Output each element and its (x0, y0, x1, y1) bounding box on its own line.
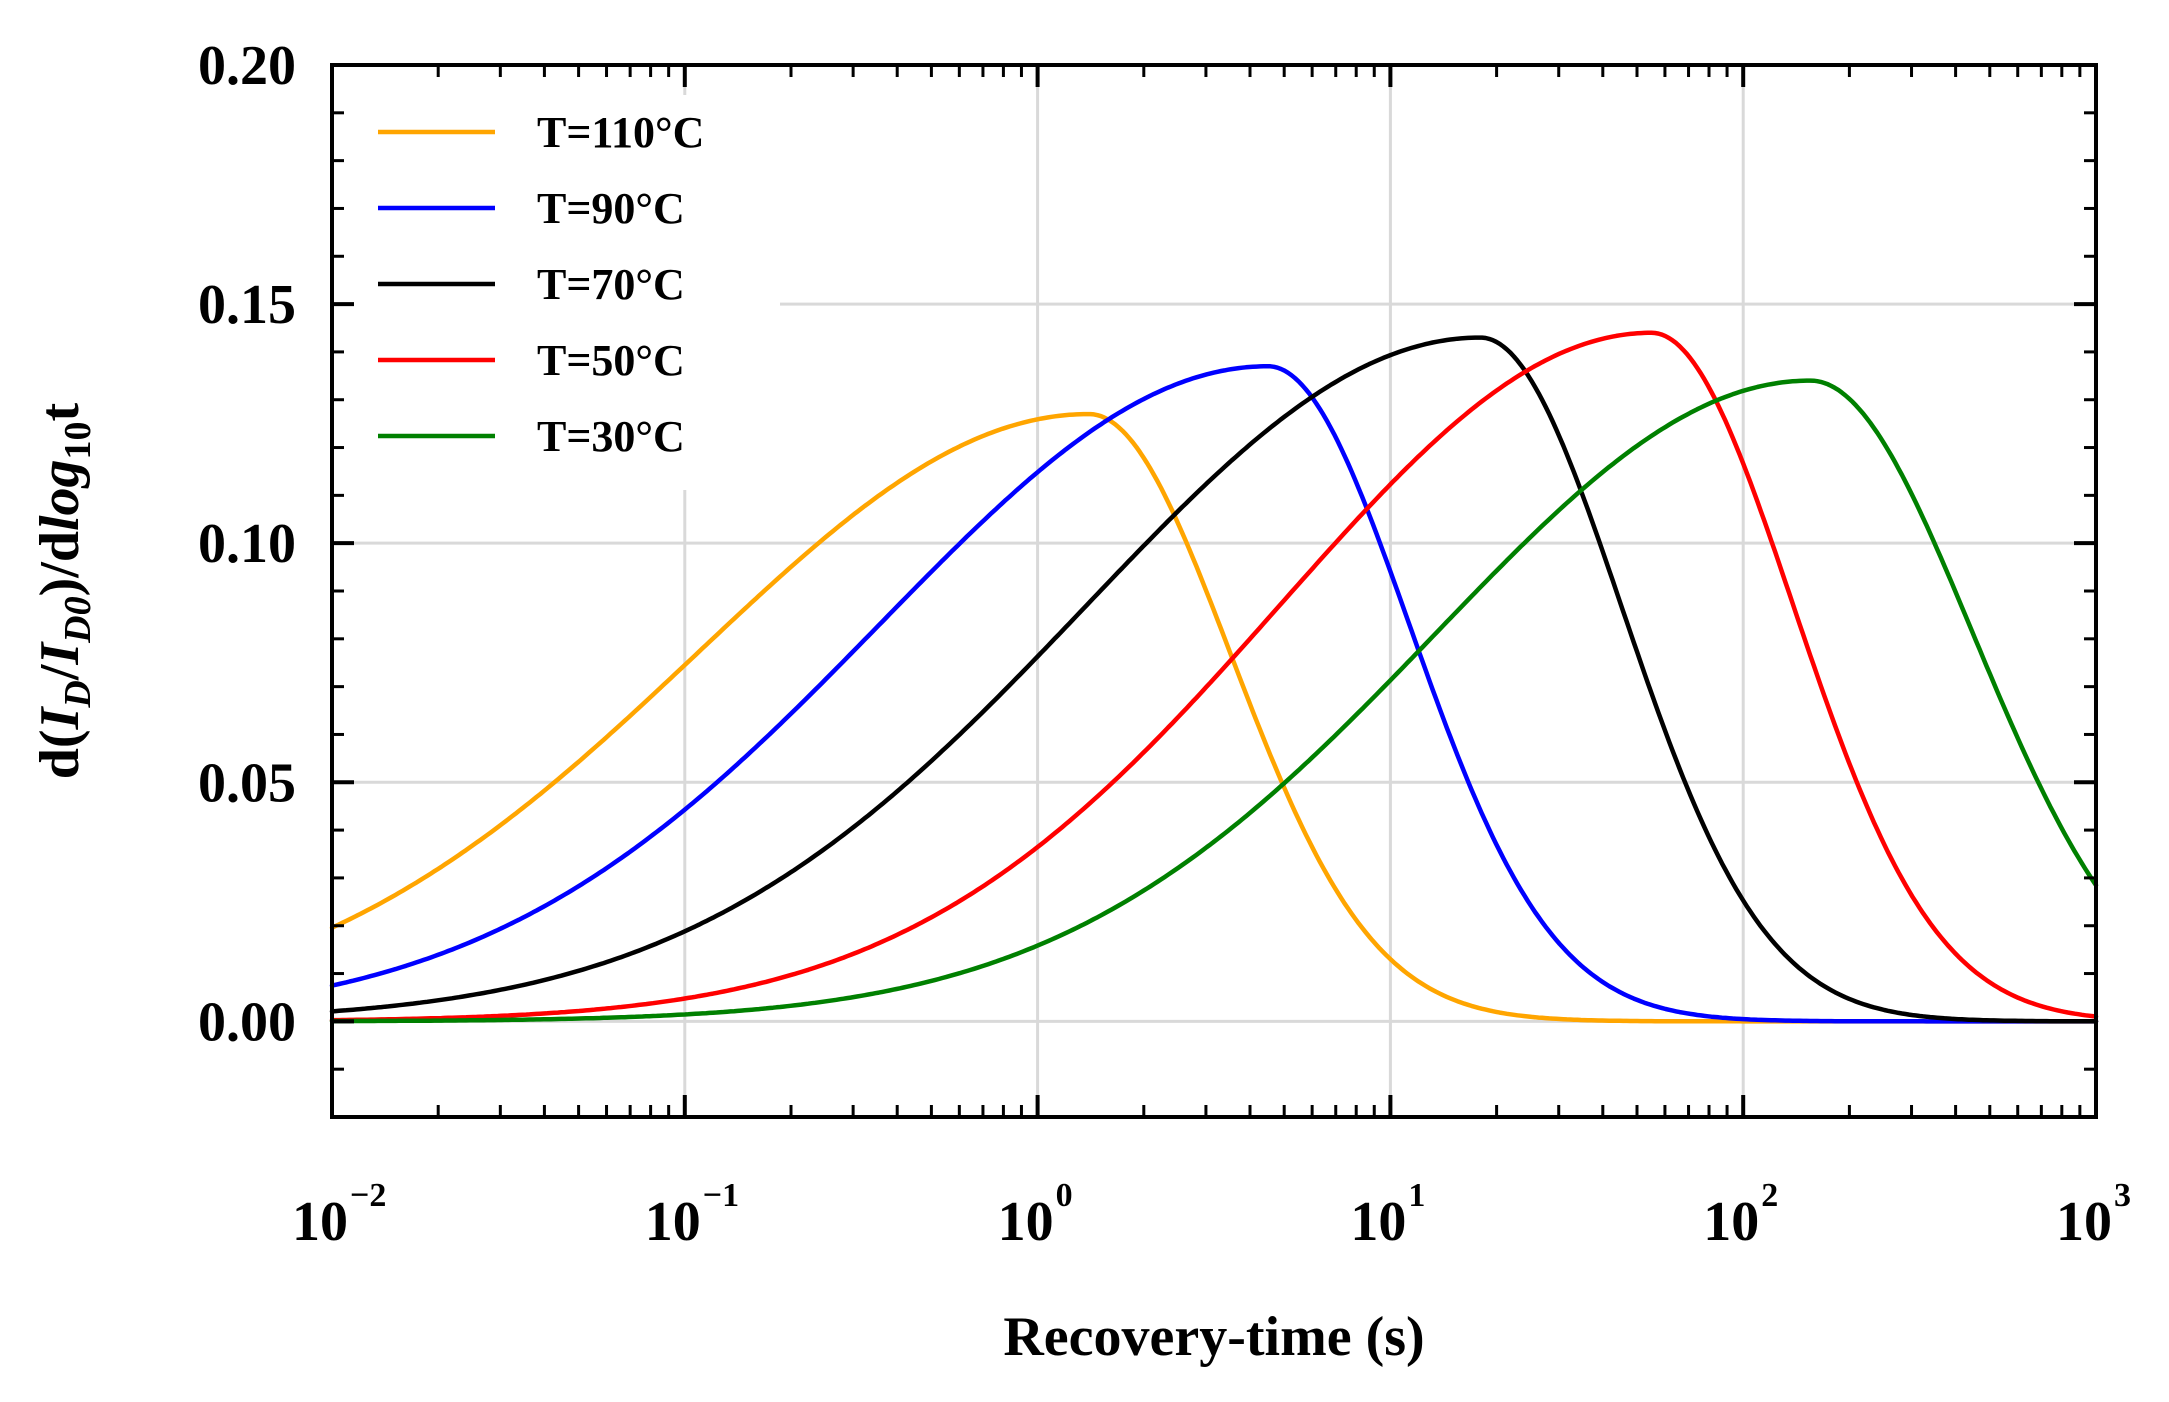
y-tick-labels: 0.00 0.05 0.10 0.15 0.20 (198, 35, 296, 1053)
axis-ticks (330, 63, 2098, 1119)
x-tick-exponent: 3 (2114, 1177, 2131, 1214)
y-tick-label: 0.00 (198, 991, 296, 1053)
series-line-30C (329, 378, 2099, 1024)
y-axis-title-part: 10 (57, 421, 99, 459)
x-tick-exponent: 0 (1056, 1177, 1073, 1214)
x-tick-label: 10 (1350, 1191, 1406, 1253)
y-tick-label: 0.05 (198, 752, 296, 814)
y-axis-title-part: I (29, 705, 91, 730)
y-tick-label: 0.20 (198, 35, 296, 97)
y-tick-label: 0.15 (198, 274, 296, 336)
y-axis-title-part: D0 (57, 596, 99, 643)
x-axis-title: Recovery-time (s) (1003, 1306, 1424, 1368)
x-tick-exponent: 2 (1761, 1177, 1778, 1214)
legend-label: T=50°C (537, 336, 685, 385)
y-axis-title-part: t (29, 402, 91, 421)
x-tick-exponent: −2 (350, 1177, 386, 1214)
x-tick-label: 10 (292, 1191, 348, 1253)
legend-label: T=110°C (537, 108, 704, 157)
y-axis-title-part: log (29, 459, 91, 531)
x-tick-label: 10 (645, 1191, 701, 1253)
grid (332, 65, 2096, 1117)
series-line-70C (329, 335, 2099, 1024)
series-line-90C (329, 364, 2099, 1024)
x-tick-label: 10 (998, 1191, 1054, 1253)
legend-label: T=30°C (537, 412, 685, 461)
series-layer (329, 330, 2099, 1024)
x-tick-exponent: −1 (703, 1177, 739, 1214)
legend: T=110°C T=90°C T=70°C T=50°C T=30°C (350, 95, 780, 490)
x-tick-label: 10 (2056, 1191, 2112, 1253)
series-line-50C (329, 330, 2099, 1023)
legend-box (350, 95, 780, 490)
y-axis-title: d(ID/ID0)/dlog10t (29, 402, 99, 779)
y-axis-title-part: D (57, 680, 99, 708)
y-axis-title-part: d( (29, 729, 91, 779)
y-axis-title-part: )/d (29, 531, 91, 596)
y-tick-label: 0.10 (198, 513, 296, 575)
x-tick-label: 10 (1703, 1191, 1759, 1253)
legend-label: T=70°C (537, 260, 685, 309)
x-tick-labels: 10 −2 10 −1 10 0 10 1 10 2 10 3 (292, 1177, 2131, 1253)
legend-label: T=90°C (537, 184, 685, 233)
y-axis-title-part: I (29, 641, 91, 666)
y-axis-title-part: / (29, 663, 91, 681)
x-tick-exponent: 1 (1408, 1177, 1425, 1214)
